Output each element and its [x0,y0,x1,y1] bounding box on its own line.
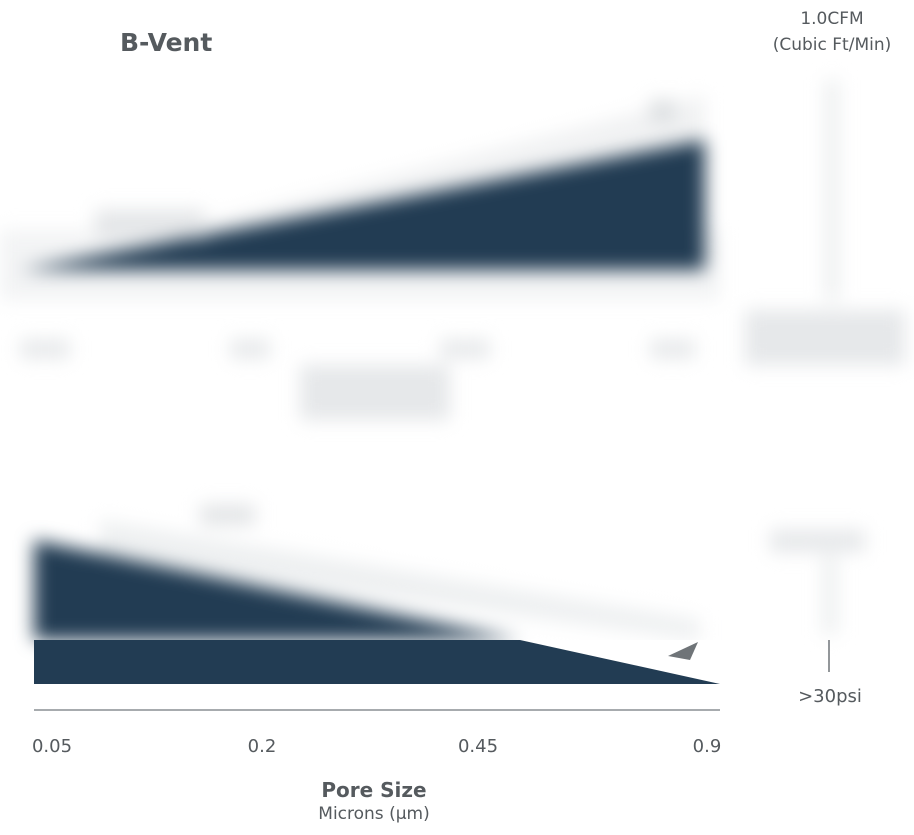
bottom-pale-band [100,520,700,640]
bottom-chart [34,505,865,711]
bottom-area-blurred [34,540,520,640]
top-marker [650,100,675,122]
x-tick-label: 0.2 [247,736,277,757]
top-unit-sub: (Cubic Ft/Min) [772,35,892,55]
top-ticks-smudge [20,310,905,420]
bottom-blurred-layer [34,505,865,640]
bottom-area-cut [520,640,720,684]
top-label-smudge [95,210,205,238]
bottom-right-smudge [770,530,865,552]
top-right-bar [825,80,839,300]
top-unit-label: 1.0CFM (Cubic Ft/Min) [752,6,912,58]
x-tick-label: 0.05 [31,736,73,757]
arrow-marker [668,642,698,660]
bottom-label-smudge [200,505,255,525]
top-area [20,140,705,270]
bottom-unit-label: >30psi [798,686,862,707]
chart-title: B-Vent [120,28,213,57]
top-unit-value: 1.0CFM [800,9,864,29]
x-tick-label: 0.45 [457,736,499,757]
x-axis-subtitle: Microns (μm) [318,804,430,824]
x-tick-label: 0.9 [692,736,722,757]
x-axis-title: Pore Size [321,778,427,802]
top-chart-blurred [0,80,905,420]
bottom-right-bar [823,555,837,635]
